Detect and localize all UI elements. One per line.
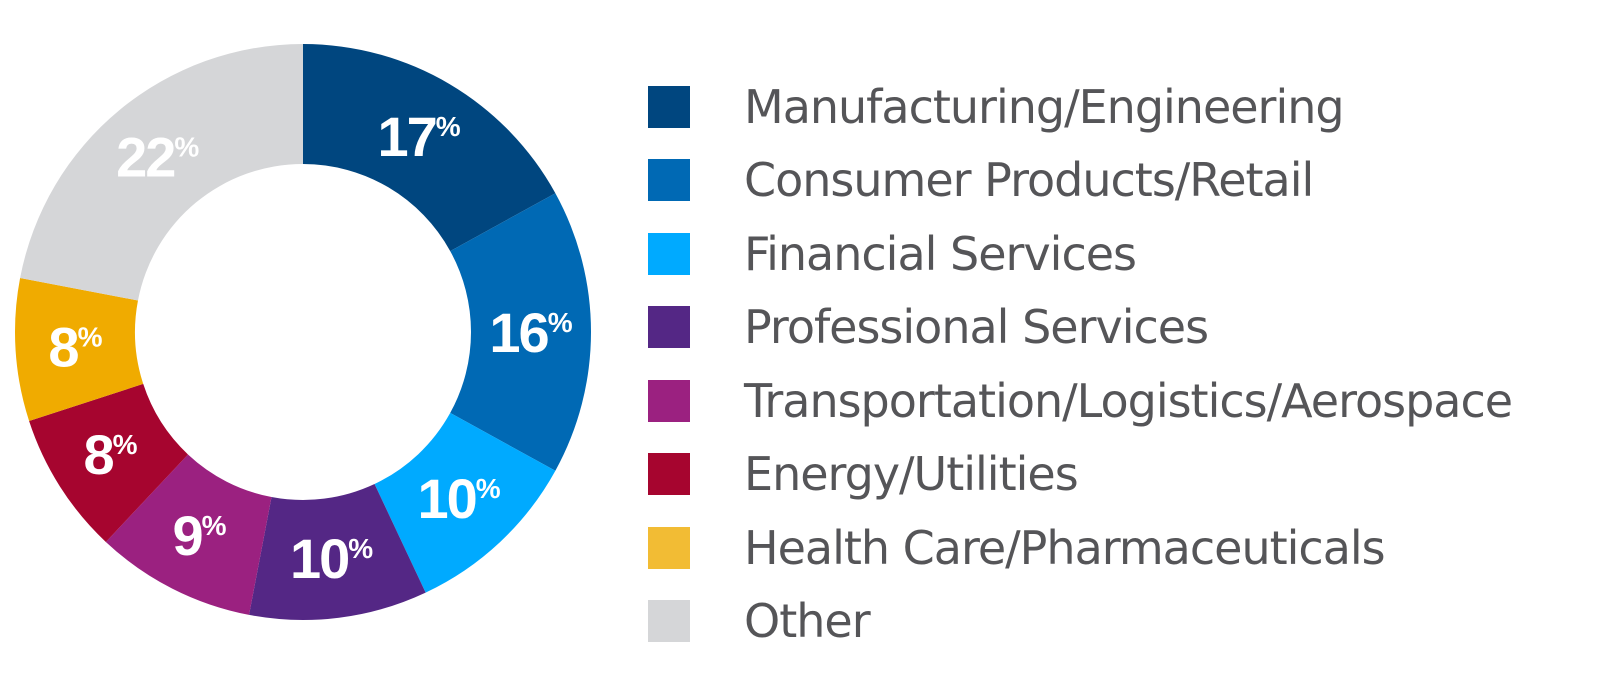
legend-swatch [648,306,690,349]
data-label-energy-utilities: 8% [83,423,137,486]
data-label-transportation-logistics-aerospace: 9% [172,504,226,567]
slice-other [20,44,304,301]
legend-label: Transportation/Logistics/Aerospace [744,373,1513,428]
legend-swatch [648,159,690,202]
legend-swatch [648,232,690,275]
legend-label: Manufacturing/Engineering [744,79,1345,134]
legend-label: Other [744,594,871,649]
legend-item-transportation-logistics-aerospace: Transportation/Logistics/Aerospace [648,364,1513,438]
legend-label: Professional Services [744,300,1209,355]
legend-item-other: Other [648,585,1512,659]
data-label-consumer-products-retail: 16% [489,301,572,364]
data-label-health-care-pharmaceuticals: 8% [48,315,102,378]
data-label-manufacturing-engineering: 17% [377,105,460,168]
slice-manufacturing-engineering [303,44,556,252]
legend-swatch [648,379,690,422]
slice-financial-services [374,412,556,593]
legend-item-manufacturing-engineering: Manufacturing/Engineering [648,70,1512,144]
legend-item-consumer-products-retail: Consumer Products/Retail [648,144,1512,218]
legend-label: Financial Services [744,226,1137,281]
slice-health-care-pharmaceuticals [14,278,144,421]
legend-item-professional-services: Professional Services [648,291,1512,365]
legend-item-financial-services: Financial Services [648,217,1512,291]
legend-swatch [648,453,690,496]
legend-swatch [648,526,690,569]
legend-swatch [648,600,690,643]
data-label-professional-services: 10% [290,527,373,590]
slice-consumer-products-retail [450,193,592,471]
data-label-other: 22% [116,125,199,188]
slice-professional-services [249,484,426,621]
legend-item-energy-utilities: Energy/Utilities [648,438,1512,512]
slice-transportation-logistics-aerospace [105,454,272,615]
legend-label: Health Care/Pharmaceuticals [744,520,1386,575]
data-label-financial-services: 10% [417,467,500,530]
donut-chart: 17% 16% 10% 10% 9% 8% 8% 22% [14,44,592,621]
legend-swatch [648,85,690,128]
legend-item-health-care-pharmaceuticals: Health Care/Pharmaceuticals [648,511,1512,585]
legend: Manufacturing/Engineering Consumer Produc… [648,70,1513,659]
legend-label: Consumer Products/Retail [744,153,1314,208]
legend-label: Energy/Utilities [744,447,1079,502]
slice-energy-utilities [29,383,188,542]
